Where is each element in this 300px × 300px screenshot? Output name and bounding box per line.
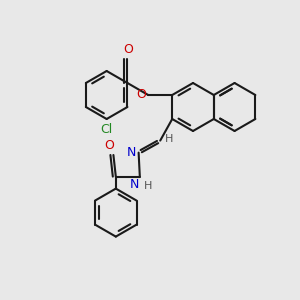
Text: N: N — [129, 178, 139, 190]
Text: N: N — [127, 146, 136, 159]
Text: Cl: Cl — [100, 123, 113, 136]
Text: H: H — [144, 181, 152, 190]
Text: H: H — [165, 134, 174, 144]
Text: O: O — [136, 88, 146, 100]
Text: O: O — [124, 43, 134, 56]
Text: O: O — [104, 139, 114, 152]
